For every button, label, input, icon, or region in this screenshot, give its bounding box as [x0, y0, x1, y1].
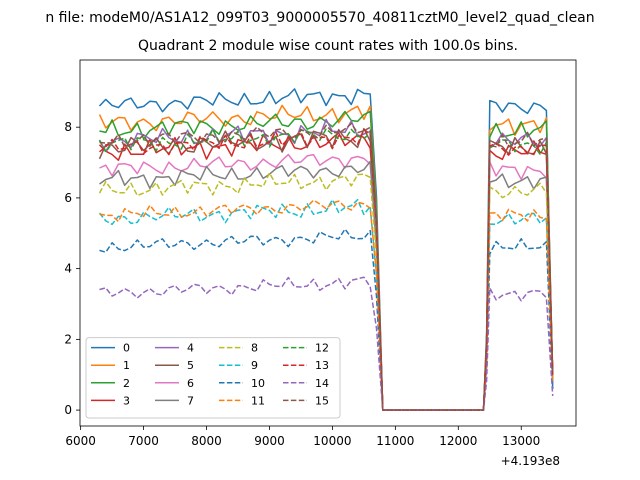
x-offset-label: +4.193e8 — [501, 454, 560, 468]
legend-label-2: 2 — [123, 377, 130, 390]
series-line-2 — [99, 110, 554, 411]
y-tick-label: 6 — [64, 191, 72, 205]
legend-label-3: 3 — [123, 394, 130, 407]
series-line-14 — [99, 276, 554, 411]
series-line-6 — [99, 153, 554, 411]
legend-label-14: 14 — [315, 377, 329, 390]
chart-title: Quadrant 2 module wise count rates with … — [138, 38, 518, 54]
y-tick-label: 2 — [64, 332, 72, 346]
x-tick-label: 12000 — [439, 434, 477, 448]
legend-label-15: 15 — [315, 394, 329, 407]
y-tick-label: 4 — [64, 262, 72, 276]
y-tick-label: 0 — [64, 403, 72, 417]
series-line-11 — [99, 199, 554, 411]
legend-box — [85, 337, 341, 419]
legend-label-5: 5 — [187, 359, 194, 372]
legend-label-11: 11 — [251, 394, 265, 407]
legend-label-10: 10 — [251, 377, 265, 390]
legend-label-6: 6 — [187, 377, 194, 390]
legend-label-0: 0 — [123, 342, 130, 355]
legend-label-12: 12 — [315, 342, 329, 355]
legend-label-13: 13 — [315, 359, 329, 372]
series-line-8 — [98, 172, 554, 411]
legend-label-8: 8 — [251, 342, 258, 355]
y-tick-label: 8 — [64, 120, 72, 134]
legend-label-7: 7 — [187, 394, 194, 407]
axes: 6000 7000 8000 9000 10000 11000 12000 13000 0 2 4 6… — [64, 59, 577, 448]
series-line-7 — [99, 160, 554, 411]
x-tick-label: 6000 — [65, 434, 96, 448]
x-tick-label: 7000 — [128, 434, 159, 448]
x-tick-label: 10000 — [313, 434, 351, 448]
x-tick-label: 13000 — [502, 434, 540, 448]
figure-suptitle: n file: modeM0/AS1A12_099T03_9000005570_… — [45, 10, 594, 26]
series-line-9 — [98, 198, 554, 411]
series-line-3 — [98, 132, 554, 411]
legend-label-4: 4 — [187, 342, 194, 355]
axes-frame — [79, 59, 577, 427]
series-line-12 — [98, 128, 554, 411]
plot-area — [98, 88, 554, 411]
legend-label-1: 1 — [123, 359, 130, 372]
x-tick-label: 8000 — [191, 434, 222, 448]
x-tick-label: 11000 — [376, 434, 414, 448]
series-line-0 — [98, 88, 554, 411]
series-line-10 — [99, 228, 554, 411]
x-tick-label: 9000 — [254, 434, 285, 448]
series-line-15 — [99, 122, 554, 411]
legend-label-9: 9 — [251, 359, 258, 372]
